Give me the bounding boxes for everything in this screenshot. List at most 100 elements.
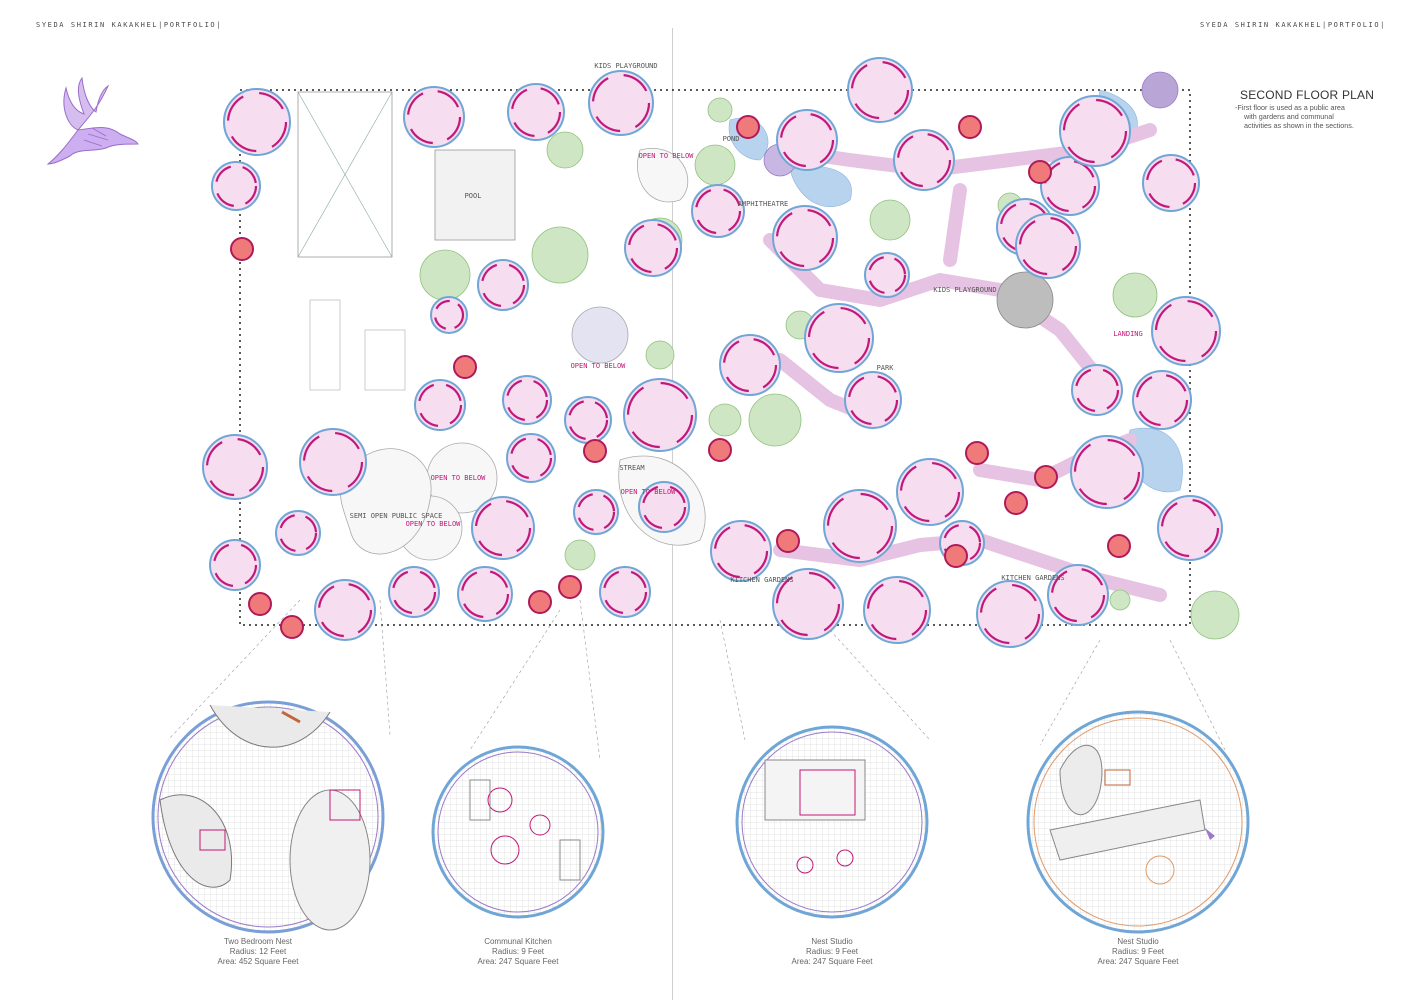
nest-pod bbox=[863, 576, 931, 644]
unit-area: Area: 247 Square Feet bbox=[791, 957, 873, 966]
nest-pod bbox=[896, 458, 964, 526]
nest-pod-ring bbox=[1135, 373, 1189, 427]
nest-pod-ring bbox=[1073, 438, 1141, 506]
service-unit bbox=[558, 575, 582, 599]
nest-pod bbox=[477, 259, 529, 311]
service-unit bbox=[1004, 491, 1028, 515]
nest-pod bbox=[772, 205, 838, 271]
nest-pod-ring bbox=[391, 569, 437, 615]
label-open-to-below: OPEN TO BELOW bbox=[639, 152, 695, 160]
sports-court bbox=[297, 91, 393, 258]
nest-pod-ring bbox=[775, 571, 841, 637]
nest-pod-ring bbox=[602, 569, 648, 615]
label-kitchen-gardens: KITCHEN GARDENS bbox=[1001, 574, 1064, 582]
nest-pod-ring bbox=[694, 187, 742, 235]
service-unit bbox=[248, 592, 272, 616]
nest-pod-ring bbox=[509, 436, 553, 480]
nest-pod-ring bbox=[896, 132, 952, 188]
label-amphitheatre: AMPHITHEATRE bbox=[738, 200, 789, 208]
tree-canopies bbox=[419, 71, 1240, 640]
nest-pod-ring bbox=[226, 91, 288, 153]
unit-radius: Radius: 9 Feet bbox=[1111, 947, 1165, 956]
nest-pod-ring bbox=[214, 164, 258, 208]
label-pool: POOL bbox=[465, 192, 482, 200]
nest-pod-ring bbox=[317, 582, 373, 638]
label-open-to-below: OPEN TO BELOW bbox=[571, 362, 627, 370]
nest-pod bbox=[223, 88, 291, 156]
nest-pod bbox=[573, 489, 619, 535]
nest-pod-ring bbox=[775, 208, 835, 268]
nest-pod-ring bbox=[591, 73, 651, 133]
nest-pod-ring bbox=[942, 523, 982, 563]
service-unit bbox=[958, 115, 982, 139]
portfolio-header-left: SYEDA SHIRIN KAKAKHEL|PORTFOLIO| bbox=[36, 21, 223, 29]
nest-pod-ring bbox=[576, 492, 616, 532]
service-unit bbox=[965, 441, 989, 465]
nest-pod-ring bbox=[567, 399, 609, 441]
nest-pod-ring bbox=[627, 222, 679, 274]
nest-pod bbox=[209, 539, 261, 591]
plan-description-line: with gardens and communal bbox=[1244, 112, 1334, 121]
plan-title: SECOND FLOOR PLAN bbox=[1240, 88, 1375, 102]
service-unit bbox=[944, 544, 968, 568]
nest-pod-ring bbox=[1154, 299, 1218, 363]
unit-caption: Nest Studio Radius: 9 Feet Area: 247 Squ… bbox=[1048, 937, 1228, 967]
nest-pod-ring bbox=[1145, 157, 1197, 209]
nest-pod bbox=[275, 510, 321, 556]
nest-pod bbox=[1151, 296, 1221, 366]
nest-pod bbox=[1132, 370, 1192, 430]
nest-pod-ring bbox=[433, 299, 465, 331]
portfolio-header-right: SYEDA SHIRIN KAKAKHEL|PORTFOLIO| bbox=[1199, 21, 1386, 29]
nest-pod bbox=[457, 566, 513, 622]
nest-pod-ring bbox=[899, 461, 961, 523]
label-pond: POND bbox=[723, 135, 740, 143]
nest-pod bbox=[414, 379, 466, 431]
nest-pod-ring bbox=[1062, 98, 1128, 164]
unit-caption: Two Bedroom Nest Radius: 12 Feet Area: 4… bbox=[168, 937, 348, 967]
nest-pod bbox=[211, 161, 261, 211]
label-park: PARK bbox=[877, 364, 895, 372]
label-stream: STREAM bbox=[619, 464, 644, 472]
nest-pod-ring bbox=[406, 89, 462, 145]
label-kids-playground: KIDS PLAYGROUND bbox=[594, 62, 657, 70]
nest-pod bbox=[506, 433, 556, 483]
nest-pod bbox=[1015, 213, 1081, 279]
nest-pod bbox=[638, 481, 690, 533]
nest-pod-ring bbox=[713, 523, 769, 579]
nest-pod bbox=[299, 428, 367, 496]
nest-pod bbox=[471, 496, 535, 560]
nest-pod bbox=[691, 184, 745, 238]
label-semi-open-public-space: SEMI OPEN PUBLIC SPACE bbox=[350, 512, 443, 520]
plan-labels: KIDS PLAYGROUND OPEN TO BELOW POND AMPHI… bbox=[350, 62, 1143, 584]
unit-caption: Nest Studio Radius: 9 Feet Area: 247 Squ… bbox=[742, 937, 922, 967]
nest-pod bbox=[314, 579, 376, 641]
nest-pod bbox=[864, 252, 910, 298]
nest-pod-ring bbox=[505, 378, 549, 422]
nest-pod bbox=[564, 396, 612, 444]
nest-pod bbox=[772, 568, 844, 640]
unit-radius: Radius: 12 Feet bbox=[229, 947, 287, 956]
pool bbox=[434, 149, 516, 241]
nest-pod bbox=[844, 371, 902, 429]
nest-pod-ring bbox=[480, 262, 526, 308]
plan-description: -First floor is used as a public area wi… bbox=[1235, 103, 1385, 130]
unit-area: Area: 247 Square Feet bbox=[1097, 957, 1179, 966]
label-landing: LANDING bbox=[1113, 330, 1143, 338]
service-unit bbox=[708, 438, 732, 462]
nest-pod-ring bbox=[779, 112, 835, 168]
nest-pod-ring bbox=[460, 569, 510, 619]
nest-pod-ring bbox=[826, 492, 894, 560]
nest-pod-ring bbox=[626, 381, 694, 449]
nest-pod bbox=[847, 57, 913, 123]
unit-plan-communal-kitchen bbox=[431, 745, 605, 919]
nest-pod bbox=[719, 334, 781, 396]
nest-pod-ring bbox=[641, 484, 687, 530]
nest-pod bbox=[1047, 564, 1109, 626]
nest-pod-ring bbox=[979, 583, 1041, 645]
unit-area: Area: 247 Square Feet bbox=[477, 957, 559, 966]
unit-plan-nest-studio bbox=[735, 725, 929, 919]
service-unit bbox=[1107, 534, 1131, 558]
unit-name: Two Bedroom Nest bbox=[223, 937, 293, 946]
bird-logo-icon bbox=[46, 76, 139, 165]
service-unit bbox=[1028, 160, 1052, 184]
